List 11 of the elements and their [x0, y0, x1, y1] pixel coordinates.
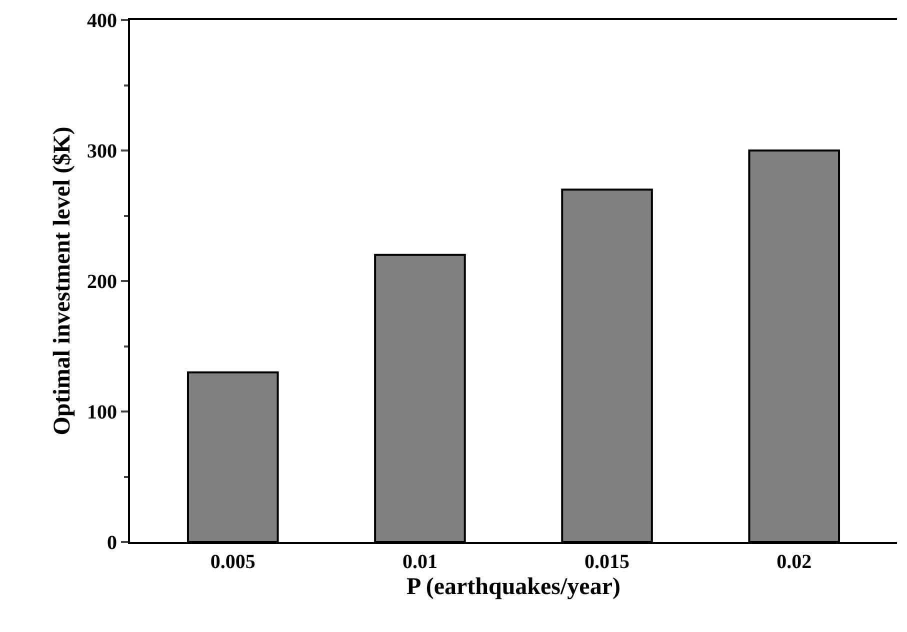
x-tick-label: 0.02 [776, 551, 812, 573]
y-axis-title: Optimal investment level ($K) [50, 126, 76, 436]
y-tick-label: 300 [87, 140, 117, 162]
y-tick-label: 400 [87, 10, 117, 32]
y-tick-label: 200 [87, 271, 117, 293]
x-tick-label: 0.005 [210, 551, 256, 573]
x-tick-label: 0.015 [584, 551, 630, 573]
y-tick-label: 100 [87, 402, 117, 424]
x-tick-label: 0.01 [402, 551, 438, 573]
y-tick-label: 0 [107, 532, 117, 554]
x-axis-title: P (earthquakes/year) [406, 574, 620, 600]
